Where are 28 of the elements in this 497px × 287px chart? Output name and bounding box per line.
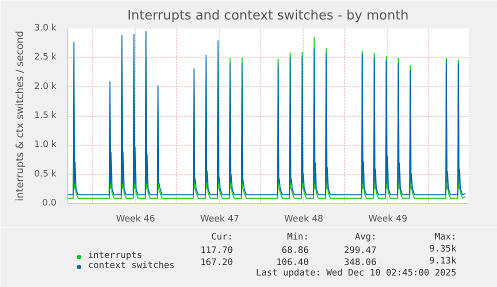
x-tick-label: Week 48 xyxy=(284,214,324,224)
chart-title: Interrupts and context switches - by month xyxy=(127,8,409,24)
y-tick-label: 2.5 k xyxy=(34,52,58,63)
text: Max: xyxy=(434,232,456,242)
y-tick-label: 1.5 k xyxy=(34,111,58,121)
text: 299.47 xyxy=(344,246,377,256)
text: 68.86 xyxy=(282,246,309,256)
text: 167.20 xyxy=(200,258,233,268)
x-tick-label: Week 46 xyxy=(116,214,156,224)
text: Avg: xyxy=(354,232,377,242)
text: 117.70 xyxy=(200,246,233,256)
y-tick-label: 0.5 k xyxy=(34,169,58,180)
x-tick-label: Week 47 xyxy=(200,214,240,224)
text: 9.35k xyxy=(429,244,457,254)
text: 9.13k xyxy=(429,256,457,266)
y-tick-label: 1.0 k xyxy=(34,140,58,150)
y-axis-title: interrupts & ctx switches / second xyxy=(15,30,26,202)
text: Min: xyxy=(287,232,309,242)
x-tick-label: Week 49 xyxy=(368,214,408,224)
legend-label: context switches xyxy=(88,261,175,271)
text: Cur: xyxy=(211,232,233,242)
y-tick-label: 2.0 k xyxy=(34,82,58,92)
y-tick-label: 3.0 k xyxy=(34,24,58,34)
text: 106.40 xyxy=(276,258,309,268)
legend-label: interrupts xyxy=(88,251,142,261)
text: 348.06 xyxy=(344,258,377,268)
y-tick-label: 0.0 xyxy=(42,198,57,208)
text: Last update: Wed Dec 10 02:45:00 2025 xyxy=(256,268,456,278)
